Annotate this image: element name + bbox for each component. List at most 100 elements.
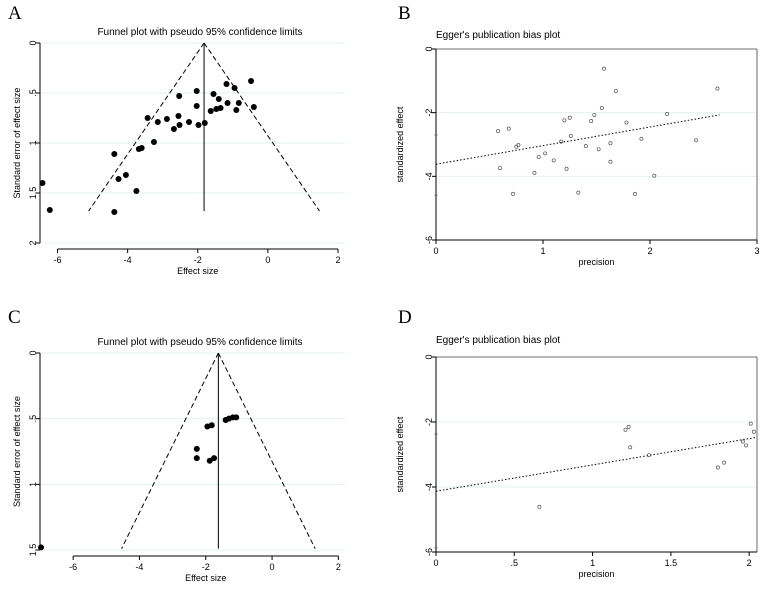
y-tick-label: -6 [424,548,434,556]
y-tick-label: -4 [424,483,434,491]
data-point [652,173,657,178]
confidence-limit-right [217,352,316,549]
data-point [516,143,521,148]
y-tick-label: 1.5 [28,544,38,557]
data-point [624,120,629,125]
y-tick-label: -2 [424,109,434,117]
data-point [639,136,644,141]
data-point [498,166,503,171]
data-point [193,445,200,452]
data-point [751,429,756,434]
panel-b: B Egger's publication bias plot -6 -4 -2 0 0 1 2… [395,3,760,267]
data-point [551,158,556,163]
data-point [150,139,157,145]
confidence-limit-left [88,42,205,212]
data-point [215,96,222,102]
data-point [176,93,183,99]
chart-title: Funnel plot with pseudo 95% confidence l… [97,27,302,38]
data-point [115,176,122,182]
data-point [532,170,537,175]
data-point [144,115,151,121]
x-tick-label: 1.5 [665,558,678,568]
panel-d: D Egger's publication bias plot -6 -4 -2 0 0 .5… [395,307,758,579]
x-tick-label: -6 [69,562,77,572]
x-tick-label: 0 [265,255,270,265]
data-point [233,414,240,421]
x-tick-label: -2 [194,255,202,265]
data-point [567,115,572,120]
data-point [248,78,255,84]
data-point [211,455,218,462]
y-tick-label: 0 [28,350,38,355]
data-point [602,66,606,71]
data-point [628,445,633,450]
data-point [576,190,581,195]
x-tick-label: 2 [335,255,340,265]
x-axis-title: Effect size [177,266,218,276]
x-tick-label: -4 [135,562,143,572]
chart-title: Egger's publication bias plot [436,30,560,41]
panel-label: A [8,3,22,24]
x-tick-label: 0 [433,558,438,568]
data-point [163,116,170,122]
data-point [170,126,177,132]
y-axis-title: Standard error of effect size [12,88,22,199]
y-tick-label: -4 [424,172,434,180]
data-point [536,154,541,159]
data-point [210,91,217,97]
regression-line [435,114,720,165]
data-point [193,103,200,109]
data-point [633,191,637,196]
data-point [217,105,224,111]
data-point [37,544,44,551]
x-tick-label: 3 [754,246,759,256]
data-point [46,207,53,213]
data-point [608,159,613,164]
data-point [233,107,240,113]
data-point [231,85,238,91]
y-axis-title: Standard error of effect size [12,396,22,507]
x-axis-title: Effect size [185,573,226,583]
data-point [175,113,182,119]
data-point [496,129,501,134]
data-point [722,460,727,465]
y-tick-label: 0 [424,46,434,51]
y-tick-label: 1 [28,482,38,487]
data-point [207,108,214,114]
data-point [583,144,588,149]
data-point [235,100,242,106]
panel-label: C [8,307,21,328]
data-point [564,166,569,171]
data-point [715,465,720,470]
regression-line [435,436,758,492]
x-tick-label: -2 [202,562,210,572]
data-point [559,139,564,144]
data-point [250,104,257,110]
y-tick-label: 0 [424,354,434,359]
data-point [626,424,631,429]
y-axis-title: standardized effect [395,416,405,492]
panel-label: B [398,3,411,24]
data-point [589,118,594,123]
x-axis-title: precision [578,257,614,267]
y-axis-title: standardized effect [395,106,405,182]
data-point [715,86,720,91]
x-tick-label: 1 [590,558,595,568]
data-point [647,453,651,458]
y-tick-label: 1 [28,140,38,145]
data-point [111,151,118,157]
panel-a: A Funnel plot with pseudo 95% confidence … [8,3,345,276]
data-point [138,145,145,151]
y-tick-label: -6 [424,236,434,244]
x-tick-label: -4 [124,255,132,265]
data-point [154,119,161,125]
data-point [195,122,202,128]
x-tick-label: .5 [511,558,519,568]
y-tick-label: -2 [424,418,434,426]
data-point [613,89,618,93]
data-point [208,422,215,429]
x-tick-label: 0 [270,562,275,572]
x-tick-label: 0 [433,246,438,256]
data-point [224,100,231,106]
